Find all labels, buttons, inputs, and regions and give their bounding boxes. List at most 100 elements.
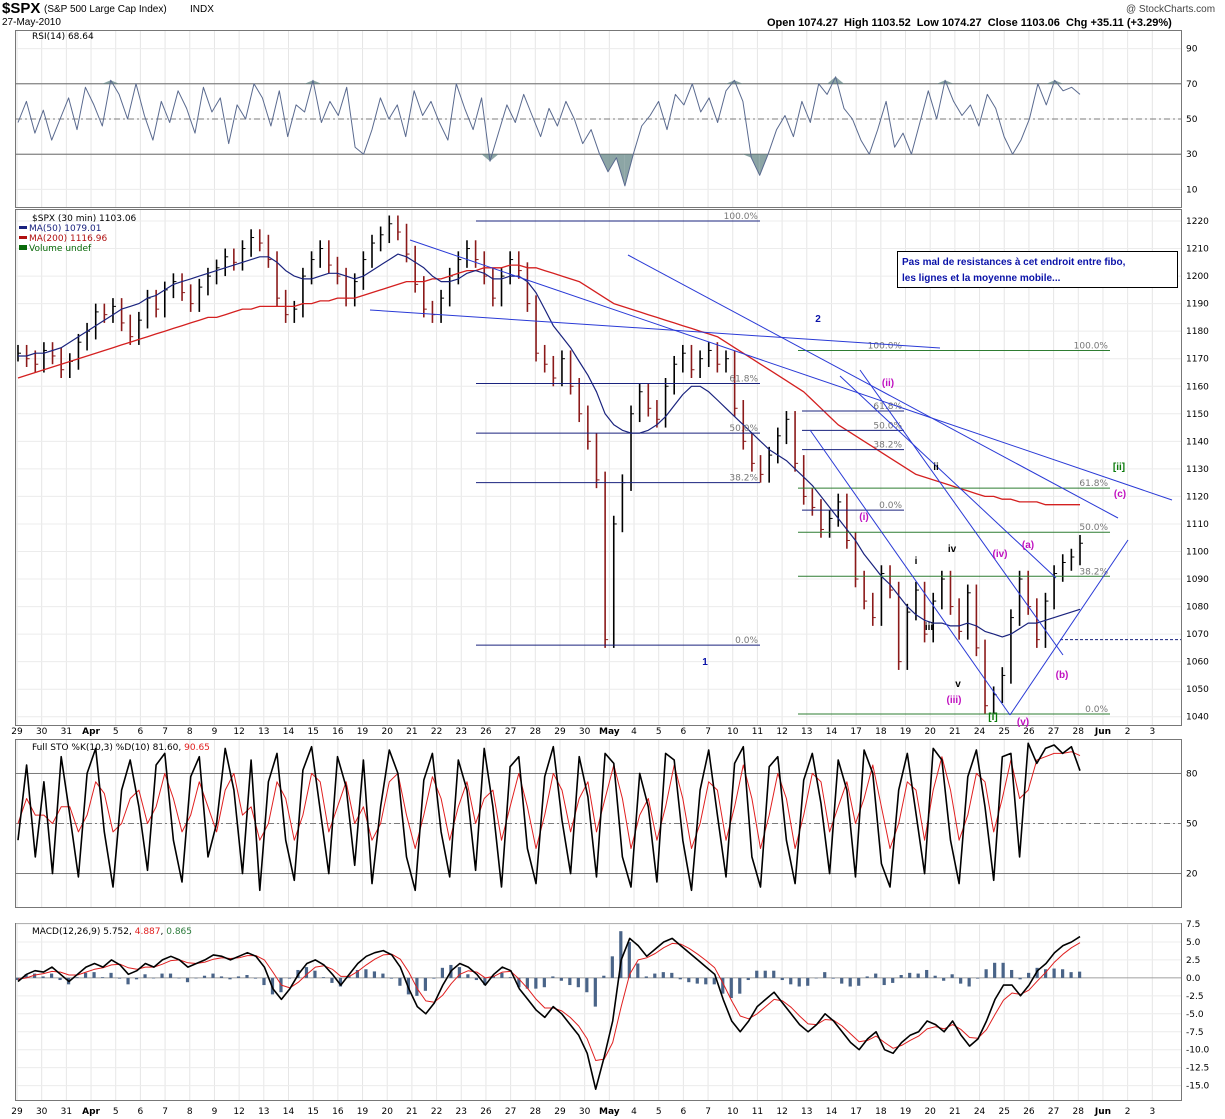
y-tick-label: 1160 bbox=[1186, 382, 1209, 392]
wave-label: (iii) bbox=[947, 695, 962, 706]
y-tick-label: 1180 bbox=[1186, 327, 1209, 337]
note-text-line2: les lignes et la moyenne mobile... bbox=[902, 273, 1061, 284]
macd-hist-bar bbox=[797, 977, 801, 987]
macd-hist-bar bbox=[568, 977, 572, 986]
macd-hist-bar bbox=[211, 973, 215, 978]
macd-hist-bar bbox=[262, 977, 266, 986]
macd-hist-bar bbox=[848, 977, 852, 987]
macd-hist-bar bbox=[559, 977, 563, 981]
macd-hist-bar bbox=[687, 977, 691, 983]
x-tick-label: 14 bbox=[283, 727, 295, 737]
x-tick-label: 15 bbox=[307, 1107, 318, 1117]
symbol-title: $SPX bbox=[2, 0, 41, 17]
price-plot bbox=[17, 215, 1083, 714]
macd-hist-bar bbox=[228, 977, 232, 980]
macd-hist-bar bbox=[457, 967, 461, 978]
y-tick-label: 1120 bbox=[1186, 492, 1209, 502]
macd-hist-bar bbox=[245, 975, 249, 978]
macd-hist-bar bbox=[602, 975, 606, 978]
macd-hist-bar bbox=[925, 969, 929, 978]
macd-hist-bar bbox=[678, 977, 682, 980]
macd-hist-bar bbox=[253, 977, 258, 979]
fib-level-label: 38.2% bbox=[1079, 567, 1108, 577]
y-tick-label: 7.5 bbox=[1186, 920, 1200, 930]
x-tick-label: 28 bbox=[530, 727, 542, 737]
macd-hist-bar bbox=[126, 977, 130, 985]
macd-hist-bar bbox=[712, 977, 716, 985]
price-legend-main: $SPX (30 min) 1103.06 bbox=[32, 214, 137, 224]
macd-hist-bar bbox=[398, 977, 402, 986]
x-tick-label: 10 bbox=[727, 1107, 739, 1117]
note-text-line1: Pas mal de resistances à cet endroit ent… bbox=[902, 257, 1126, 268]
macd-hist-bar bbox=[704, 977, 708, 985]
rsi-overbought-fill bbox=[313, 80, 322, 84]
x-tick-label: 19 bbox=[900, 1107, 912, 1117]
macd-hist-bar bbox=[194, 977, 198, 979]
x-tick-label: 29 bbox=[11, 1107, 23, 1117]
x-tick-label: 29 bbox=[554, 1107, 566, 1117]
x-tick-label: 31 bbox=[61, 727, 72, 737]
macd-hist-bar bbox=[619, 931, 623, 978]
macd-hist-bar bbox=[372, 971, 377, 978]
rsi-overbought-fill bbox=[734, 80, 743, 84]
x-tick-label: 21 bbox=[949, 1107, 960, 1117]
x-tick-label: Jun bbox=[1094, 727, 1111, 737]
macd-hist-bar bbox=[593, 977, 597, 1007]
macd-hist-bar bbox=[534, 977, 538, 989]
fib-level-label: 50.0% bbox=[729, 424, 758, 434]
symbol-exchange: INDX bbox=[190, 4, 214, 15]
y-tick-label: 50 bbox=[1186, 115, 1198, 125]
macd-hist-bar bbox=[891, 977, 895, 983]
x-tick-label: 13 bbox=[258, 1107, 269, 1117]
macd-hist-bar bbox=[636, 963, 640, 978]
y-tick-label: 50 bbox=[1186, 820, 1198, 830]
x-tick-label: 6 bbox=[681, 1107, 687, 1117]
y-tick-label: 1170 bbox=[1186, 355, 1209, 365]
x-tick-label: 6 bbox=[138, 727, 144, 737]
x-tick-label: 26 bbox=[1023, 727, 1035, 737]
x-tick-label: 23 bbox=[456, 1107, 467, 1117]
macd-hist-bar bbox=[993, 962, 997, 978]
macd-hist-bar bbox=[814, 977, 818, 979]
wave-label: [ii] bbox=[1113, 462, 1125, 473]
wave-label: 1 bbox=[702, 657, 708, 668]
x-tick-label: 24 bbox=[974, 727, 986, 737]
wave-label: iii bbox=[925, 622, 934, 633]
x-tick-label: 12 bbox=[776, 1107, 787, 1117]
x-tick-label: May bbox=[599, 1107, 620, 1117]
macd-hist-bar bbox=[75, 977, 79, 978]
macd-hist-bar bbox=[1010, 969, 1014, 978]
macd-hist-bar bbox=[109, 972, 113, 978]
x-tick-label: 21 bbox=[406, 727, 417, 737]
y-tick-label: 1090 bbox=[1186, 575, 1209, 585]
trend-line bbox=[409, 239, 1173, 501]
watermark: @ StockCharts.com bbox=[1126, 4, 1216, 15]
fib-level-label: 0.0% bbox=[735, 636, 758, 646]
macd-hist-bar bbox=[16, 977, 20, 981]
rsi-legend: RSI(14) 68.64 bbox=[32, 32, 94, 42]
sto-d-line bbox=[17, 751, 1081, 849]
rsi-oversold-fill bbox=[742, 154, 752, 158]
x-tick-label: 11 bbox=[752, 727, 763, 737]
rsi-plot bbox=[17, 76, 1081, 187]
macd-hist-bar bbox=[49, 973, 54, 978]
macd-hist-bar bbox=[168, 973, 173, 978]
macd-hist-bar bbox=[321, 977, 326, 978]
macd-hist-bar bbox=[440, 967, 444, 978]
x-tick-label: 28 bbox=[1073, 727, 1085, 737]
macd-hist-bar bbox=[474, 977, 478, 981]
y-tick-label: -5.0 bbox=[1186, 1010, 1204, 1020]
x-tick-label: 13 bbox=[801, 1107, 812, 1117]
y-tick-label: 1150 bbox=[1186, 410, 1209, 420]
macd-hist-bar bbox=[865, 976, 869, 978]
x-tick-label: 30 bbox=[36, 1107, 48, 1117]
rsi-overbought-fill bbox=[835, 76, 844, 84]
macd-hist-bar bbox=[100, 977, 105, 978]
macd-hist-bar bbox=[1078, 971, 1082, 978]
wave-label: (iv) bbox=[993, 549, 1008, 560]
macd-hist-bar bbox=[423, 977, 428, 991]
wave-label: 2 bbox=[815, 314, 821, 325]
y-tick-label: -2.5 bbox=[1186, 992, 1204, 1002]
macd-hist-bar bbox=[772, 970, 776, 978]
x-tick-label: 6 bbox=[138, 1107, 144, 1117]
